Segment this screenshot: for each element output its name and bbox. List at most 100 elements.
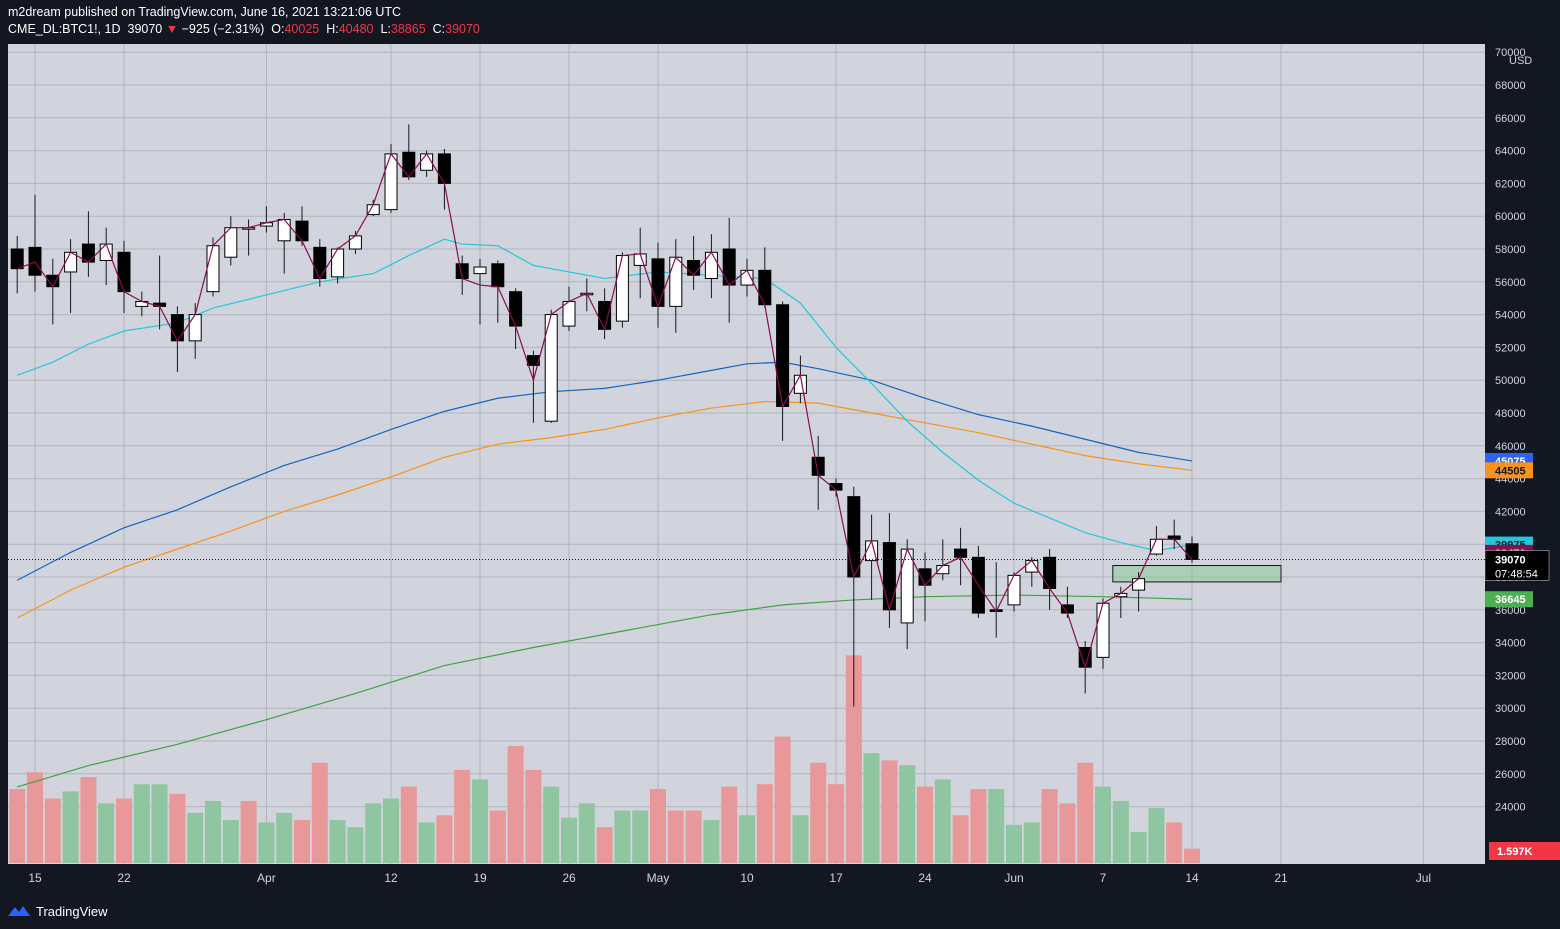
volume-bar: [1023, 822, 1040, 863]
price-tick-label: 62000: [1495, 178, 1526, 190]
volume-bar: [258, 822, 275, 863]
time-axis[interactable]: 1522Apr121926May101724Jun71421Jul1: [8, 864, 1534, 892]
volume-bar: [169, 793, 186, 863]
volume-bar: [596, 827, 613, 863]
volume-bar: [365, 803, 382, 863]
price-change: −925 (−2.31%): [181, 22, 265, 36]
volume-bar: [454, 769, 471, 863]
candle-body: [420, 153, 434, 171]
candle-body: [615, 255, 629, 322]
price-label-badge: [1485, 591, 1533, 608]
candle-body: [313, 246, 327, 280]
candle-body: [99, 243, 113, 261]
volume-bar: [1148, 808, 1165, 863]
volume-bar: [899, 765, 916, 863]
candle-body: [331, 248, 345, 278]
publish-line: m2dream published on TradingView.com, Ju…: [8, 5, 402, 19]
axis-unit-label: USD: [1509, 55, 1532, 67]
volume-bar: [792, 815, 809, 863]
volume-bar: [543, 786, 560, 863]
candle-body: [491, 263, 505, 288]
open-label: O:: [271, 22, 285, 36]
tradingview-logo-icon: [8, 906, 30, 916]
price-tick-label: 54000: [1495, 310, 1526, 322]
time-tick-label: 17: [829, 871, 843, 885]
ma20-line: [16, 238, 1193, 552]
price-tick-label: 58000: [1495, 244, 1526, 256]
time-tick-label: May: [647, 871, 670, 885]
price-label-badge: [1484, 550, 1550, 581]
high-label: H:: [326, 22, 339, 36]
tradingview-brand[interactable]: TradingView: [36, 903, 108, 919]
candle-body: [1043, 556, 1057, 589]
time-tick-label: 26: [562, 871, 576, 885]
time-tick-label: 14: [1185, 871, 1199, 885]
candle-body: [402, 151, 416, 178]
volume-bar: [917, 786, 933, 863]
price-tick-label: 46000: [1495, 441, 1526, 453]
volume-bar: [845, 655, 862, 863]
volume-bar: [133, 784, 150, 863]
time-tick-label: 24: [918, 871, 932, 885]
candle-body: [882, 542, 896, 611]
volume-bar: [1095, 786, 1111, 863]
volume-bar: [667, 810, 684, 863]
ma100-line: [16, 400, 1193, 619]
candle-body: [437, 153, 451, 184]
close-value: 39070: [445, 22, 480, 36]
volume-bar: [934, 779, 951, 863]
volume-bar: [98, 803, 115, 863]
candle-body: [1149, 538, 1163, 555]
candle-body: [170, 314, 184, 342]
volume-bar: [187, 812, 204, 863]
price-tick-label: 52000: [1495, 342, 1526, 354]
price-label-badge: [1485, 462, 1533, 479]
price-tick-label: 24000: [1495, 802, 1526, 814]
time-tick-label: 12: [384, 871, 398, 885]
candle-body: [900, 548, 914, 624]
volume-bar: [276, 812, 293, 863]
time-tick-label: 19: [473, 871, 487, 885]
ma50-line: [16, 361, 1193, 581]
price-tick-label: 56000: [1495, 277, 1526, 289]
volume-label-text: 1.597K: [1497, 846, 1533, 858]
candle-body: [295, 220, 309, 242]
candle-body: [206, 245, 220, 293]
price-tick-label: 70000: [1495, 47, 1526, 59]
close-label: C:: [432, 22, 446, 36]
volume-bar: [1059, 803, 1076, 863]
volume-bar: [383, 798, 399, 863]
volume-bar: [685, 810, 702, 863]
volume-bar: [970, 789, 987, 863]
price-label-text: 36645: [1495, 594, 1526, 606]
volume-bar: [472, 779, 488, 863]
chart-plot-area[interactable]: [8, 44, 1531, 864]
price-label-text: 44505: [1495, 465, 1526, 477]
time-tick-label: Jul: [1416, 871, 1431, 885]
low-label: L:: [380, 22, 391, 36]
last-price: 39070: [127, 22, 163, 36]
price-tick-label: 48000: [1495, 408, 1526, 420]
volume-bar: [988, 789, 1005, 863]
volume-bar: [1077, 762, 1094, 863]
price-axis-svg: USD2400026000280003000032000340003600038…: [1484, 47, 1560, 860]
open-value: 40025: [284, 22, 320, 36]
candle-body: [669, 256, 683, 307]
candle-body: [651, 258, 665, 307]
price-tick-label: 60000: [1495, 211, 1526, 223]
volume-bar: [756, 784, 773, 863]
symbol-line: CME_DL:BTC1!, 1D 39070 ▼ −925 (−2.31%) O…: [8, 21, 808, 38]
price-tick-label: 68000: [1495, 80, 1526, 92]
volume-bar: [1041, 789, 1058, 863]
volume-bar: [578, 803, 595, 863]
candle-body: [758, 269, 772, 306]
volume-bar: [561, 817, 577, 863]
candle-body: [704, 251, 718, 280]
volume-bar: [650, 789, 666, 863]
candle-body: [509, 291, 523, 327]
close-price-line: [16, 152, 1193, 670]
volume-bar: [222, 820, 239, 863]
low-value: 38865: [390, 22, 426, 36]
symbol-name[interactable]: CME_DL:BTC1!, 1D: [8, 22, 121, 36]
price-axis[interactable]: USD2400026000280003000032000340003600038…: [1484, 44, 1560, 864]
